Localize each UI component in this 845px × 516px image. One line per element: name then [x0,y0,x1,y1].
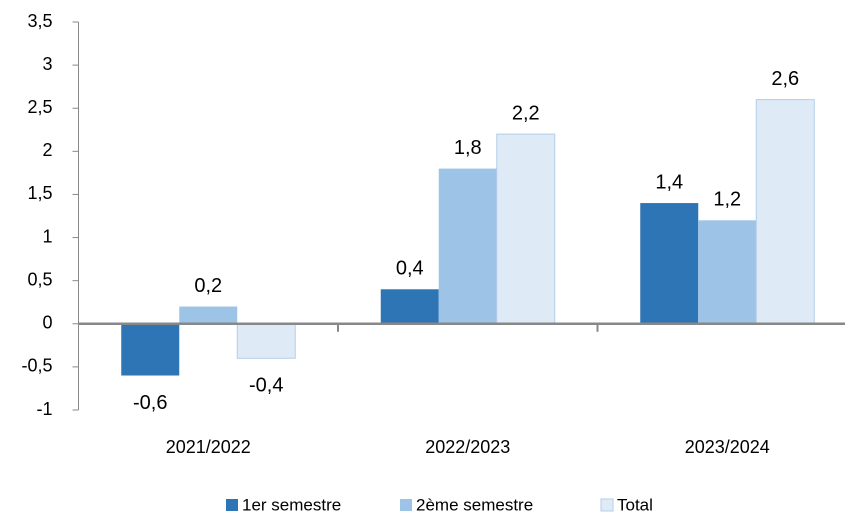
x-tick-label: 2022/2023 [425,437,510,457]
y-tick-label: 2,5 [27,97,52,117]
data-label: 1,4 [655,171,683,193]
y-tick-label: 1 [42,226,52,246]
data-label: 1,2 [713,189,741,211]
data-label: 0,2 [194,275,222,297]
x-tick-label: 2023/2024 [685,437,770,457]
bar [380,289,439,324]
data-label: -0,6 [133,392,167,414]
bar [496,133,556,325]
bar [121,323,180,376]
bar [698,220,757,324]
x-tick-label: 2021/2022 [166,437,251,457]
legend-label: 1er semestre [242,495,341,514]
y-tick-label: 3 [42,54,52,74]
legend-swatch [226,499,238,511]
data-label: -0,4 [249,375,283,397]
y-tick-label: 2 [42,140,52,160]
y-tick-label: 0,5 [27,269,52,289]
data-label: 1,8 [454,137,482,159]
data-label: 2,6 [771,68,799,90]
bar [438,168,497,324]
y-tick-label: 0 [42,313,52,333]
legend-label: 2ème semestre [416,495,533,514]
data-label: 0,4 [396,258,424,280]
legend-label: Total [617,495,653,514]
legend-swatch [400,499,412,511]
y-tick-label: 3,5 [27,11,52,31]
y-tick-label: 1,5 [27,183,52,203]
legend-swatch [600,498,614,512]
bar [236,323,296,359]
y-tick-label: -1 [36,399,52,419]
data-label: 2,2 [512,102,540,124]
bar [640,203,699,324]
bar [179,306,238,324]
y-tick-label: -0,5 [21,356,52,376]
bar [755,99,815,325]
